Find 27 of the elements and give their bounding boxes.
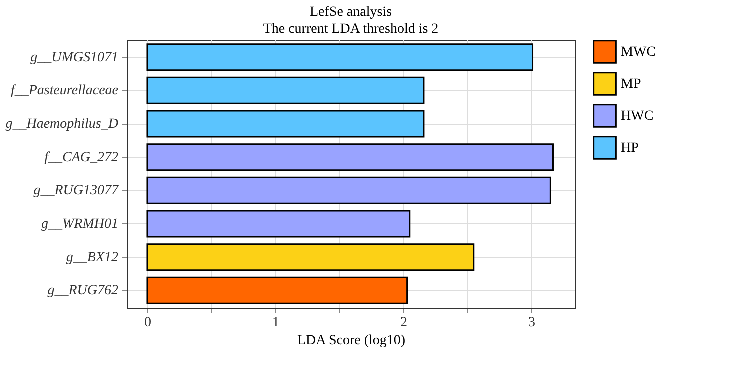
y-tick-label: g__UMGS1071 xyxy=(30,50,118,66)
bar xyxy=(146,110,425,138)
bar xyxy=(146,244,475,272)
bar xyxy=(146,210,411,238)
bar xyxy=(146,44,534,72)
legend-label: MWC xyxy=(621,45,656,60)
bar xyxy=(146,176,552,204)
x-tick-label: 2 xyxy=(400,316,408,330)
y-tick-label: g__Haemophilus_D xyxy=(6,117,118,132)
legend-label: HWC xyxy=(621,109,654,124)
y-tick-label: g__WRMH01 xyxy=(42,217,118,232)
y-tick-label: g__BX12 xyxy=(66,250,118,266)
chart-title: LefSe analysis xyxy=(310,5,392,20)
y-tick-label: g__RUG13077 xyxy=(34,184,120,199)
legend-label: MP xyxy=(621,77,642,92)
x-tick-label: 1 xyxy=(272,316,280,330)
legend-label: HP xyxy=(621,141,640,156)
x-tick-label: 0 xyxy=(144,316,152,330)
x-axis-title: LDA Score (log10) xyxy=(297,334,406,348)
chart-subtitle: The current LDA threshold is 2 xyxy=(263,22,439,37)
bar xyxy=(146,76,425,104)
bar xyxy=(146,144,554,172)
y-tick-label: f__Pasteurellaceae xyxy=(10,84,118,99)
bar xyxy=(146,276,408,304)
y-tick-label: g__RUG762 xyxy=(48,284,118,299)
y-tick-label: f__CAG_272 xyxy=(44,150,118,166)
x-tick-label: 3 xyxy=(528,316,536,330)
